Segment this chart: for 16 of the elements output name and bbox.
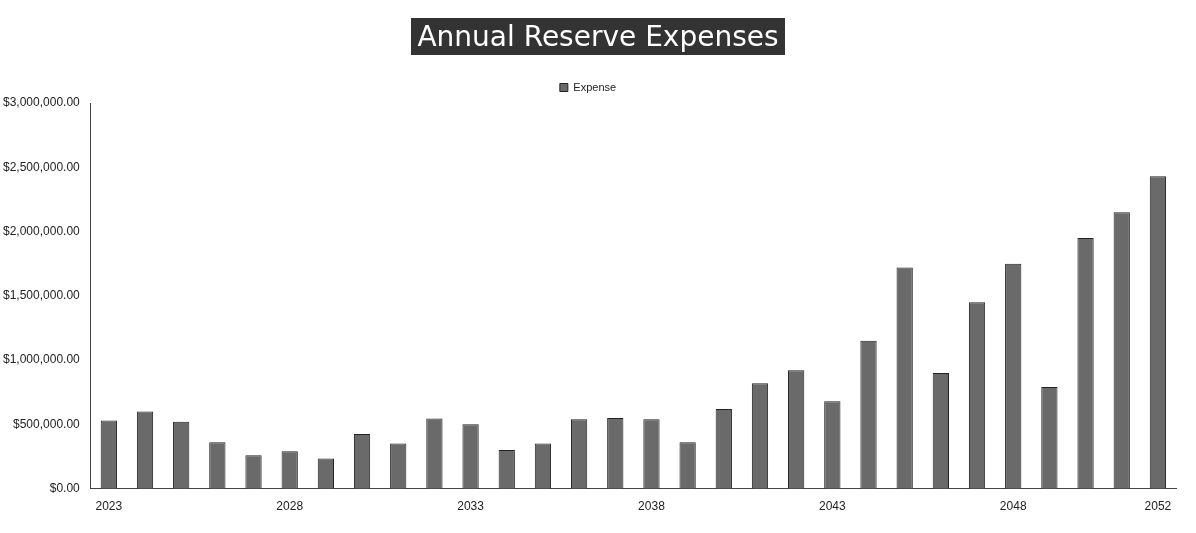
x-tick-label: 2043 xyxy=(818,499,846,514)
x-tick-label: 2033 xyxy=(457,499,485,514)
y-tick-label: $3,000,000.00 xyxy=(2,95,81,110)
x-tick-label: 2023 xyxy=(95,499,123,514)
x-tick-label: 2038 xyxy=(638,499,666,514)
x-tick-label: 2052 xyxy=(1144,499,1172,514)
legend-label: Expense xyxy=(573,80,617,93)
x-tick-label: 2048 xyxy=(999,499,1027,514)
y-tick-label: $0.00 xyxy=(49,480,81,495)
y-tick-label: $500,000.00 xyxy=(13,416,81,431)
x-tick-label: 2028 xyxy=(276,499,304,514)
y-tick-label: $2,000,000.00 xyxy=(2,223,81,238)
y-tick-label: $2,500,000.00 xyxy=(2,159,81,174)
y-tick-label: $1,000,000.00 xyxy=(2,352,81,367)
chart-title: Annual Reserve Expenses xyxy=(411,18,785,55)
y-tick-label: $1,500,000.00 xyxy=(2,288,81,303)
